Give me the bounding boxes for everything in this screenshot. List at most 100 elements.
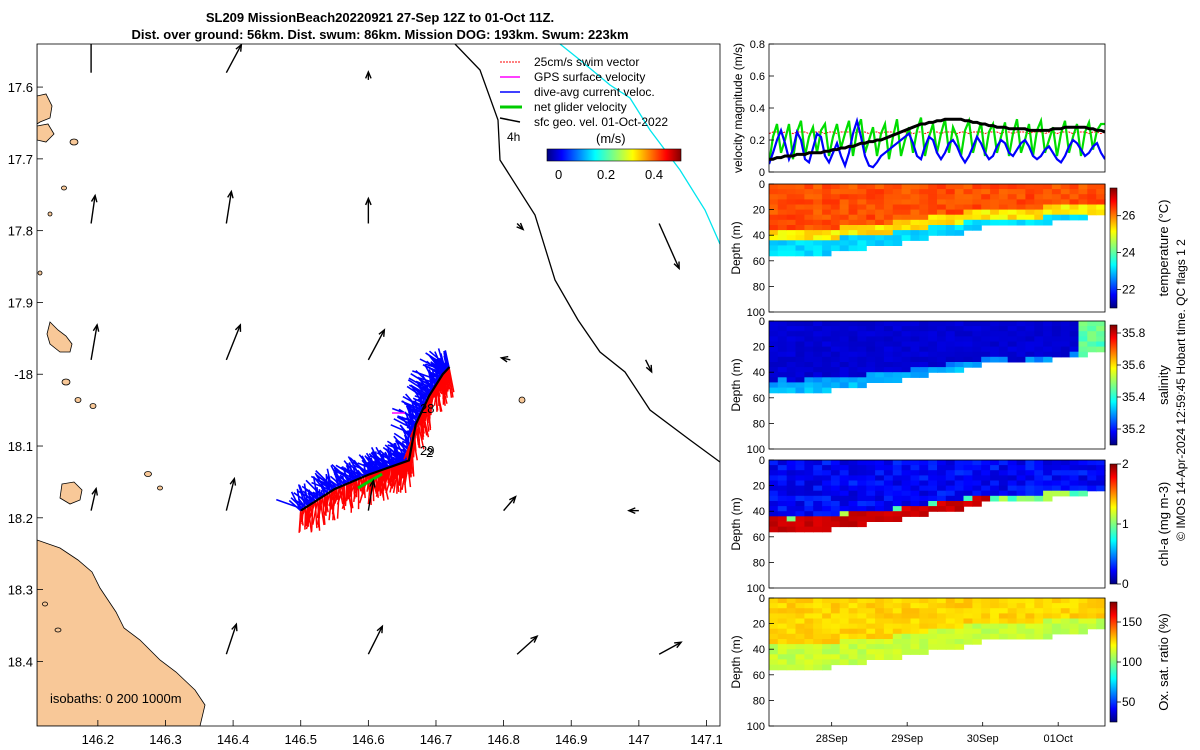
section-cell — [769, 501, 779, 507]
swim-vector — [448, 367, 455, 393]
section-cell — [839, 341, 850, 348]
section-cell — [901, 321, 911, 327]
section-cell — [804, 526, 814, 533]
section-cell — [822, 209, 832, 216]
section-cell — [839, 230, 850, 236]
section-cell — [1007, 475, 1018, 482]
section-cell — [919, 628, 929, 635]
section-cell — [875, 346, 885, 353]
section-cell — [1060, 346, 1071, 353]
section-cell — [892, 240, 903, 246]
section-cell — [786, 341, 797, 348]
section-cell — [963, 341, 973, 348]
section-cell — [857, 480, 867, 487]
section-cell — [822, 495, 832, 502]
section-cell — [910, 598, 920, 604]
section-cell — [990, 326, 1000, 332]
section-cell — [1060, 480, 1071, 487]
section-cell — [1060, 470, 1071, 476]
section-cell — [945, 367, 956, 373]
section-cell — [804, 336, 814, 343]
section-cell — [1025, 608, 1035, 614]
section-cell — [769, 475, 779, 482]
section-cell — [839, 495, 850, 502]
section-cell — [919, 321, 929, 327]
section-cell — [875, 598, 885, 604]
section-cell — [875, 331, 885, 337]
section-cell — [769, 460, 779, 466]
section-cell — [1096, 189, 1106, 195]
section-cell — [813, 209, 823, 216]
dive-avg-current-vector — [393, 432, 413, 446]
section-cell — [892, 644, 903, 650]
section-cell — [804, 516, 814, 522]
section-cell — [839, 184, 850, 190]
section-cell — [1025, 598, 1035, 604]
section-ytick-label: 20 — [753, 342, 765, 354]
footer-note: © IMOS 14-Apr-2024 12:59:45 Hobart time.… — [1174, 239, 1188, 541]
section-cell — [972, 603, 982, 609]
section-cell — [857, 633, 867, 640]
section-cell — [981, 633, 991, 640]
section-cell — [972, 189, 982, 195]
section-cell — [1034, 618, 1044, 625]
section-cell — [901, 372, 911, 378]
section-cell — [1043, 219, 1053, 226]
section-cell — [892, 214, 903, 221]
section-cell — [1043, 618, 1053, 625]
section-cell — [848, 490, 858, 497]
section-cell — [1096, 204, 1106, 211]
section-ytick-label: 100 — [747, 444, 765, 456]
dive-avg-current-vector — [425, 352, 449, 369]
section-ytick-label: 80 — [753, 281, 765, 293]
swim-vector — [336, 484, 345, 505]
section-cell — [1069, 470, 1079, 476]
dive-avg-current-vector — [428, 350, 450, 369]
section-cell — [830, 240, 841, 246]
section-cell — [839, 654, 850, 660]
dive-avg-current-vector — [352, 464, 374, 474]
section-cell — [804, 511, 814, 517]
section-cell — [769, 465, 779, 471]
swim-vector — [391, 465, 396, 479]
section-cell — [963, 480, 973, 487]
section-cell — [1034, 480, 1044, 487]
section-cell — [857, 240, 867, 246]
section-cell — [866, 240, 876, 246]
land-coast-north — [37, 44, 55, 143]
section-cell — [804, 649, 814, 655]
section-cell — [954, 346, 965, 353]
section-cell — [769, 516, 779, 522]
section-cell — [866, 598, 876, 604]
section-cell — [990, 490, 1000, 497]
section-cell — [857, 230, 867, 236]
section-cell — [830, 219, 841, 226]
section-cell — [945, 321, 956, 327]
section-cell — [1016, 460, 1026, 466]
section-cell — [928, 230, 938, 236]
section-cell — [910, 618, 920, 625]
section-cell — [1007, 490, 1018, 497]
section-cell — [875, 623, 885, 630]
section-cell — [945, 341, 956, 348]
section-cell — [795, 501, 805, 507]
section-cell — [1034, 326, 1044, 332]
section-cell — [830, 372, 841, 378]
section-cell — [998, 628, 1009, 635]
swim-vector — [379, 467, 390, 497]
section-colorbar — [1109, 324, 1118, 446]
section-cell — [954, 460, 965, 466]
section-cell — [892, 189, 903, 195]
section-cell — [875, 465, 885, 471]
velocity-lines — [769, 116, 1105, 169]
section-cell — [804, 326, 814, 332]
section-cell — [866, 628, 876, 635]
section-cell — [981, 608, 991, 614]
section-cell — [998, 209, 1009, 216]
dive-avg-current-vector — [342, 467, 362, 479]
section-cell — [830, 511, 841, 517]
section-cell — [919, 511, 929, 517]
section-cell — [919, 336, 929, 343]
section-cell — [963, 639, 973, 645]
